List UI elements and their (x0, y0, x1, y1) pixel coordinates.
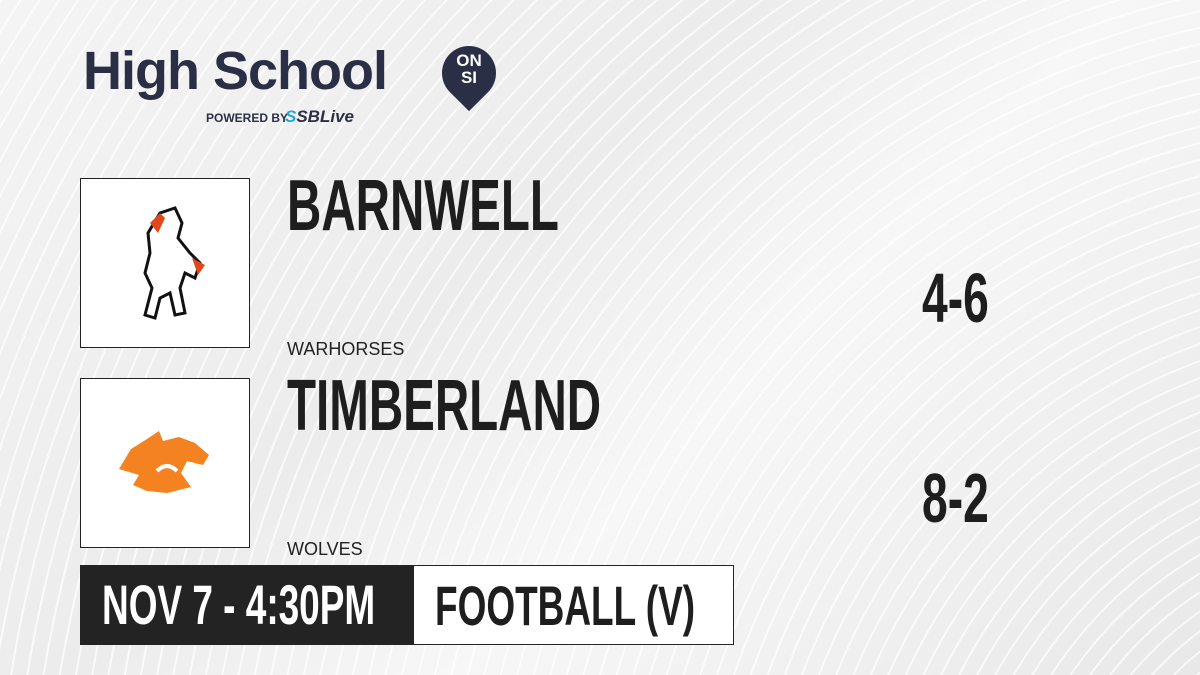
brand-title: High School (83, 41, 388, 101)
team-logo-box (80, 378, 250, 548)
game-datetime: NOV 7 - 4:30PM (102, 573, 376, 636)
team-logo-box (80, 178, 250, 348)
game-sport: FOOTBALL (V) (435, 574, 696, 637)
team-mascot: WOLVES (287, 539, 363, 559)
badge-bottom: SI (460, 68, 478, 87)
sblive-logo: SSBLive (285, 107, 354, 126)
warhorse-logo-icon (143, 206, 205, 320)
team-record: 4-6 (922, 259, 989, 337)
team-name-home: BARNWELL (287, 166, 559, 246)
team-mascot: WARHORSES (287, 339, 405, 359)
badge-top: ON (456, 51, 482, 70)
team-record: 8-2 (922, 459, 989, 537)
team-name-away: TIMBERLAND (287, 366, 602, 446)
powered-by: POWERED BY (206, 111, 289, 125)
game-sport-bar: FOOTBALL (V) (413, 565, 734, 645)
game-datetime-bar: NOV 7 - 4:30PM (80, 565, 414, 645)
on-si-badge: ON SI (452, 52, 486, 86)
wolf-logo-icon (119, 431, 209, 493)
